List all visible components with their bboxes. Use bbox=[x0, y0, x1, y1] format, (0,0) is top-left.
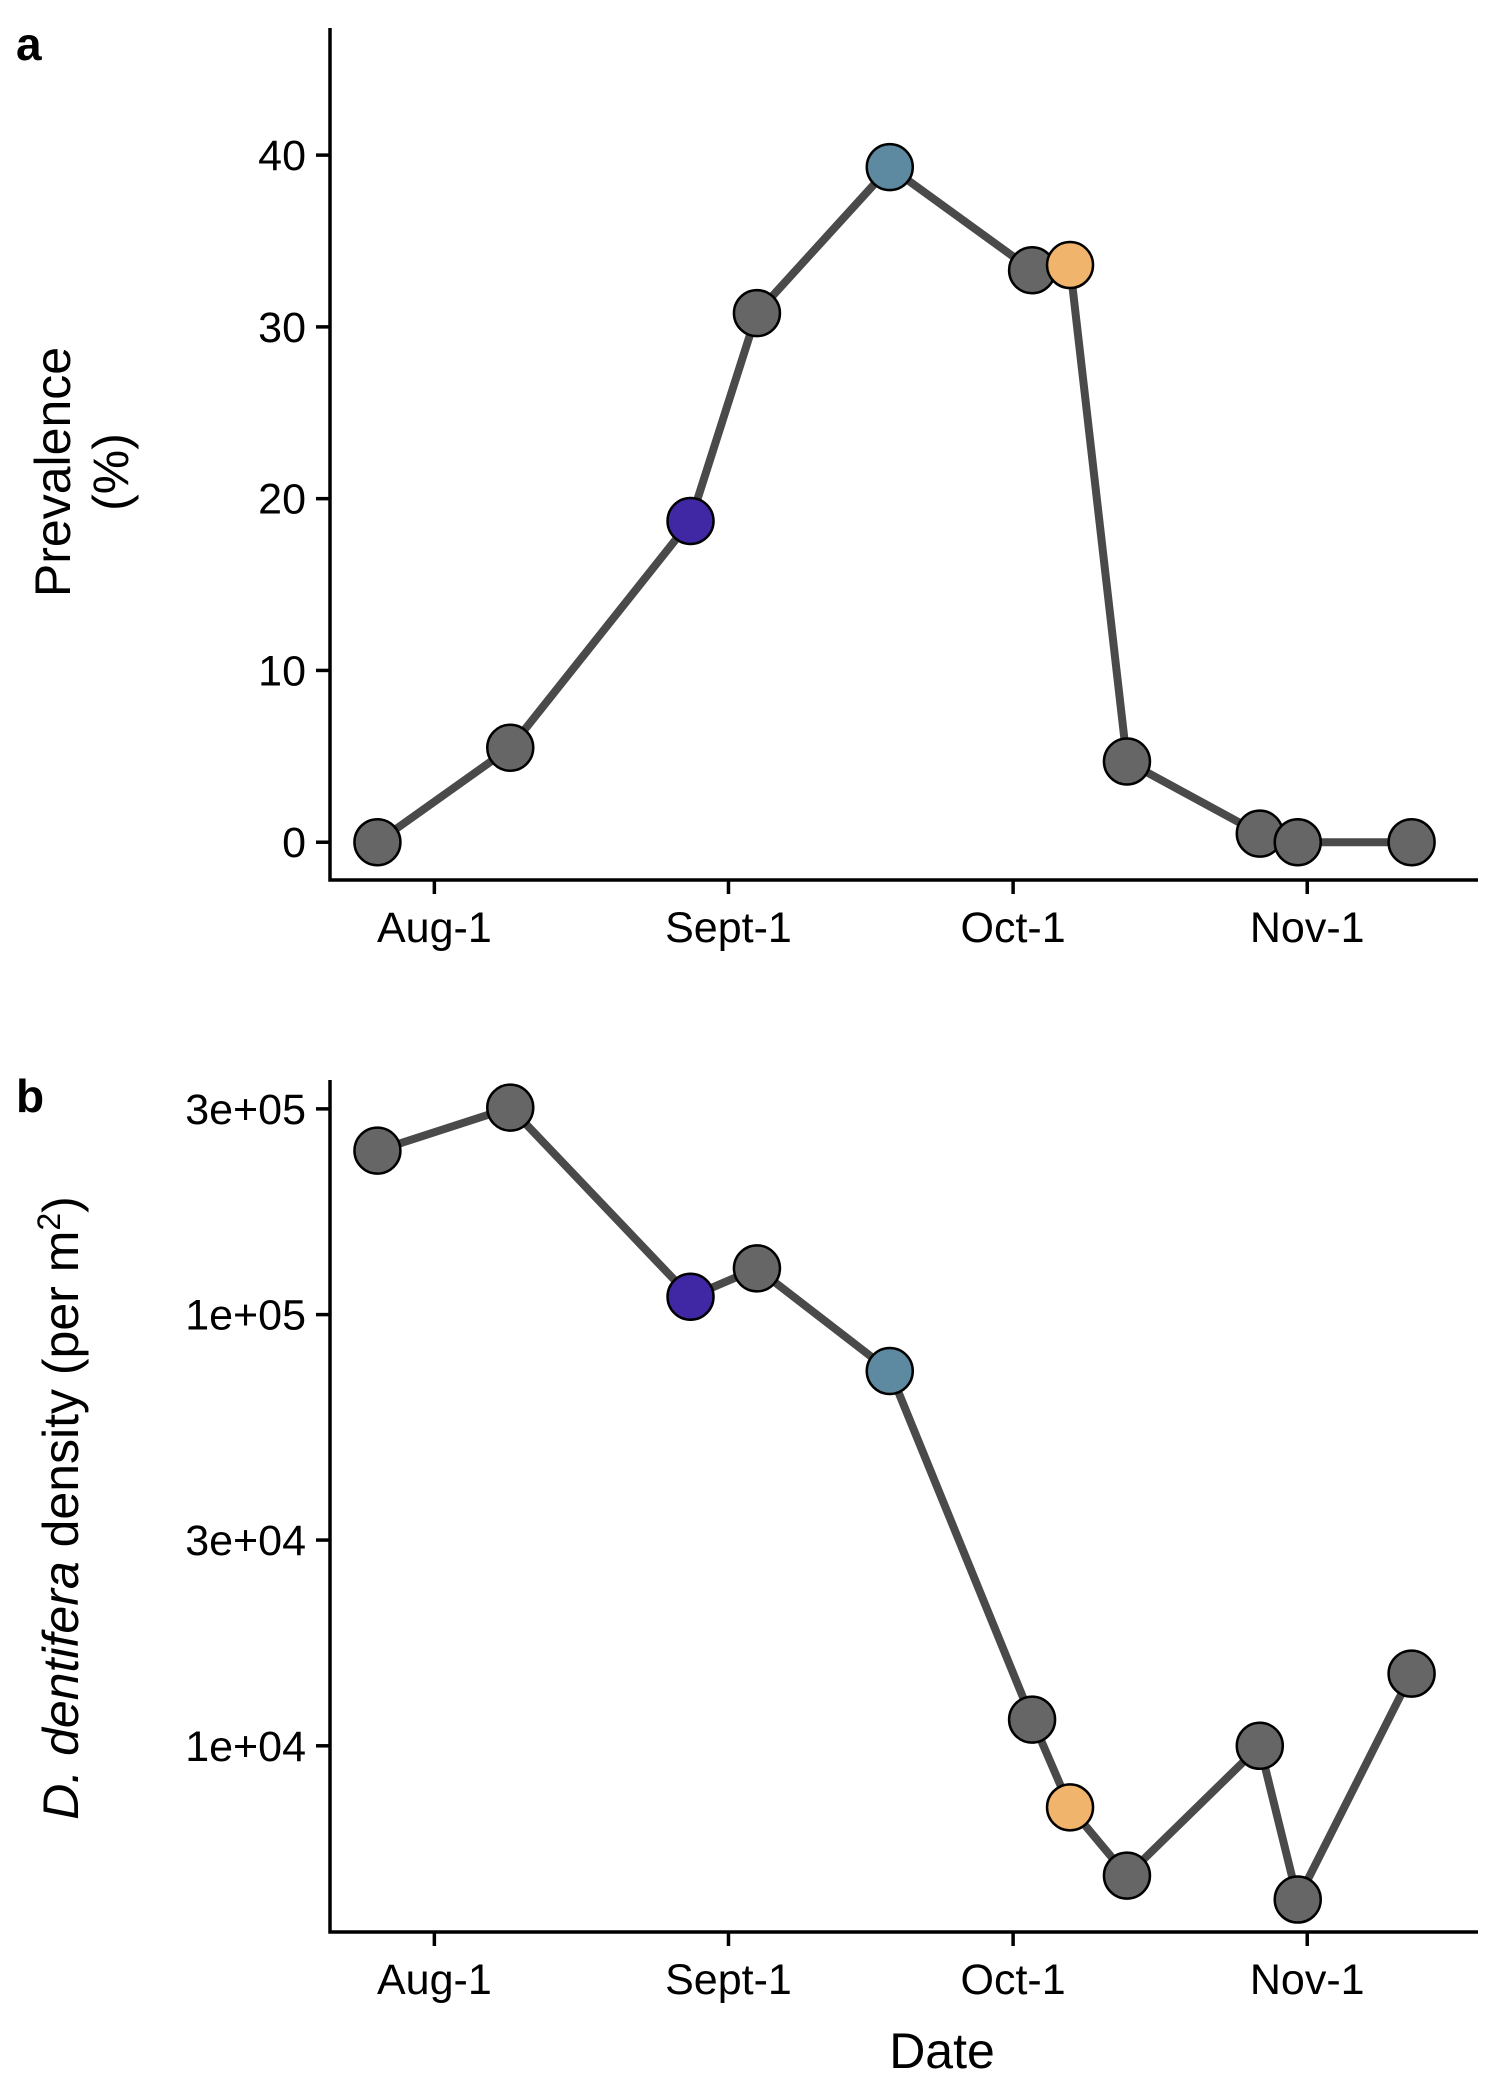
y-axis-title: D. dentifera density (per m2) bbox=[31, 1196, 89, 1820]
axes: Aug-1 Sept-1 Oct-1 Nov-1 0 10 20 30 40 bbox=[258, 28, 1478, 952]
data-point bbox=[865, 1346, 915, 1396]
x-axis-title: Date bbox=[889, 2023, 995, 2079]
x-tick-label: Nov-1 bbox=[1250, 904, 1365, 952]
panel-a-prevalence-chart: a Prevalence (%) Aug-1 Sept-1 Oct-1 Nov-1 0 1… bbox=[16, 18, 1478, 952]
y-axis-title-superscript: 2 bbox=[31, 1213, 67, 1231]
data-point bbox=[1045, 1783, 1095, 1832]
data-point bbox=[486, 1083, 535, 1132]
y-tick-label: 40 bbox=[258, 132, 306, 180]
x-tick-label: Sept-1 bbox=[665, 1956, 792, 2004]
plot-area bbox=[353, 142, 1436, 867]
data-point bbox=[1273, 1875, 1322, 1924]
y-axis-title-line1: Prevalence bbox=[25, 347, 81, 597]
data-point bbox=[666, 496, 715, 546]
y-tick-label: 3e+04 bbox=[185, 1517, 306, 1565]
y-tick-label: 20 bbox=[258, 476, 306, 524]
panel-b-density-chart: b D. dentifera density (per m2) Date Aug… bbox=[16, 1070, 1478, 2079]
x-tick-label: Aug-1 bbox=[377, 1956, 492, 2004]
y-axis-title: Prevalence (%) bbox=[25, 347, 139, 597]
data-point bbox=[1235, 1721, 1285, 1771]
panel-a-label: a bbox=[16, 18, 42, 70]
data-point bbox=[666, 1272, 715, 1322]
data-point bbox=[486, 723, 535, 772]
data-point bbox=[1102, 1851, 1152, 1900]
panel-b-label: b bbox=[16, 1070, 44, 1122]
y-axis-title-line2: (%) bbox=[83, 433, 139, 511]
data-point bbox=[732, 288, 782, 338]
axis-lines bbox=[328, 28, 1478, 882]
data-point bbox=[353, 1126, 402, 1175]
axes: Aug-1 Sept-1 Oct-1 Nov-1 1e+04 3e+04 1e+05 3e+0… bbox=[185, 1080, 1478, 2004]
data-point bbox=[1102, 737, 1152, 786]
data-point bbox=[1387, 817, 1436, 867]
y-tick-label: 1e+04 bbox=[185, 1723, 306, 1771]
x-tick-label: Sept-1 bbox=[665, 904, 792, 952]
y-tick-label: 3e+05 bbox=[185, 1086, 306, 1134]
data-point bbox=[1045, 240, 1095, 290]
data-point bbox=[1007, 1695, 1057, 1744]
data-point bbox=[1273, 817, 1322, 867]
series-line bbox=[373, 1103, 1416, 1904]
y-tick-label: 1e+05 bbox=[185, 1292, 306, 1340]
x-tick-label: Aug-1 bbox=[377, 904, 492, 952]
x-tick-label: Oct-1 bbox=[961, 1956, 1066, 2004]
y-axis-title-close: ) bbox=[33, 1196, 89, 1213]
y-tick-label: 10 bbox=[258, 647, 306, 695]
axis-lines bbox=[328, 1080, 1478, 1934]
data-point bbox=[865, 142, 915, 192]
data-point bbox=[353, 817, 402, 867]
plot-area bbox=[353, 1083, 1436, 1924]
y-axis-title-text: density (per m bbox=[33, 1231, 89, 1562]
data-point bbox=[1387, 1649, 1436, 1698]
data-point bbox=[732, 1244, 782, 1293]
y-tick-label: 0 bbox=[282, 819, 306, 867]
y-axis-title-species: D. dentifera bbox=[33, 1561, 89, 1819]
x-tick-label: Nov-1 bbox=[1250, 1956, 1365, 2004]
x-tick-label: Oct-1 bbox=[961, 904, 1066, 952]
y-tick-label: 30 bbox=[258, 304, 306, 352]
